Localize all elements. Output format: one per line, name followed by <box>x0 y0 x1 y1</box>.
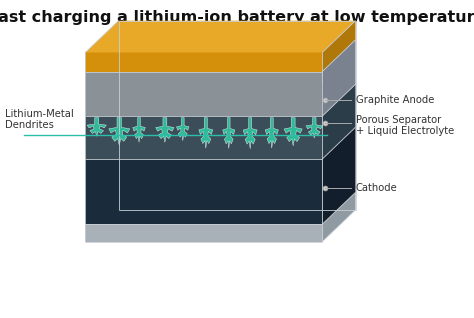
Polygon shape <box>322 192 356 242</box>
Polygon shape <box>156 118 174 142</box>
Polygon shape <box>133 118 146 142</box>
Polygon shape <box>265 118 278 148</box>
Polygon shape <box>176 118 189 141</box>
Polygon shape <box>109 118 130 146</box>
Text: Porous Separator
+ Liquid Electrolyte: Porous Separator + Liquid Electrolyte <box>356 115 454 136</box>
Polygon shape <box>85 52 322 72</box>
Polygon shape <box>85 127 356 159</box>
Polygon shape <box>243 118 257 149</box>
Polygon shape <box>199 118 213 148</box>
Polygon shape <box>85 21 356 52</box>
Polygon shape <box>284 118 302 146</box>
Text: Graphite Anode: Graphite Anode <box>356 95 434 106</box>
Polygon shape <box>322 21 356 72</box>
Polygon shape <box>306 118 322 138</box>
Polygon shape <box>85 40 356 72</box>
Polygon shape <box>322 40 356 116</box>
Text: Cathode: Cathode <box>356 183 397 193</box>
Polygon shape <box>322 84 356 159</box>
Polygon shape <box>85 84 356 116</box>
Polygon shape <box>85 159 322 224</box>
Polygon shape <box>223 118 235 149</box>
Polygon shape <box>85 116 322 159</box>
Text: Lithium-Metal
Dendrites: Lithium-Metal Dendrites <box>5 109 73 130</box>
Polygon shape <box>85 192 356 224</box>
Polygon shape <box>85 72 322 116</box>
Polygon shape <box>322 127 356 224</box>
Text: Fast charging a lithium-ion battery at low temperature: Fast charging a lithium-ion battery at l… <box>0 10 474 24</box>
Polygon shape <box>87 118 106 136</box>
Polygon shape <box>85 224 322 242</box>
